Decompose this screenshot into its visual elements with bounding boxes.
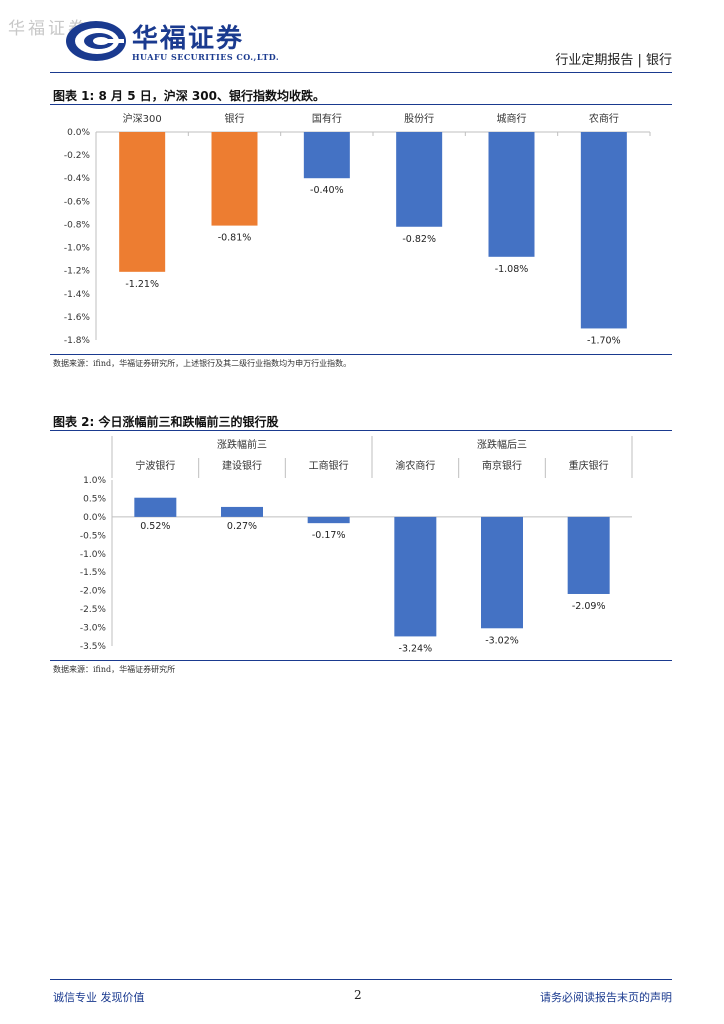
y-tick-label: -0.6% [64, 197, 91, 207]
bar [580, 132, 627, 329]
group-label: 涨跌幅前三 [217, 438, 267, 451]
footer-slogan: 诚信专业 发现价值 [53, 991, 145, 1004]
bar [396, 132, 443, 227]
bar [567, 516, 610, 594]
y-tick-label: -1.5% [80, 568, 107, 578]
figure2-bar-chart: 1.0% 0.5% 0.0% -0.5% -1.0% -1.5% -2.0% -2.5% -3.… [80, 436, 633, 654]
y-tick-label: -1.0% [80, 550, 107, 560]
y-tick-label: 1.0% [83, 476, 106, 486]
y-tick-label: -1.2% [64, 267, 91, 277]
y-tick-label: -0.4% [64, 174, 91, 184]
bar [481, 516, 523, 629]
figure1-source: 数据来源：ifind，华福证券研究所，上述银行及其二级行业指数均为申万行业指数。 [53, 359, 352, 368]
data-label: -3.02% [485, 635, 519, 646]
figure2-source: 数据来源：ifind，华福证券研究所 [53, 665, 176, 674]
figure1-top-rule [50, 104, 672, 105]
logo-english-name: HUAFU SECURITIES CO.,LTD. [132, 52, 280, 62]
y-tick-label: -3.5% [80, 642, 107, 652]
y-tick-label: -0.2% [64, 151, 91, 161]
footer-disclaimer: 请务必阅读报告末页的声明 [540, 991, 672, 1004]
category-label: 宁波银行 [135, 459, 175, 472]
data-label: -1.08% [495, 264, 529, 275]
category-label: 沪深300 [123, 112, 162, 125]
data-label: -0.17% [312, 530, 346, 541]
category-label: 城商行 [497, 112, 527, 125]
y-tick-label: -1.8% [64, 336, 91, 346]
y-tick-label: -1.6% [64, 313, 91, 323]
logo-chinese-name: 华福证券 [132, 24, 245, 54]
data-label: -2.09% [572, 601, 606, 612]
category-label: 重庆银行 [569, 459, 609, 472]
category-label: 南京银行 [482, 459, 522, 472]
y-tick-label: -0.5% [80, 531, 107, 541]
data-label: 0.27% [227, 521, 257, 532]
data-label: -0.81% [218, 233, 252, 244]
bar [303, 132, 350, 179]
huafu-logo-icon [66, 21, 126, 61]
footer-divider [50, 979, 672, 980]
y-tick-label: 0.0% [67, 128, 90, 138]
figure2-top-rule [50, 430, 672, 431]
bar [488, 132, 535, 257]
category-label: 国有行 [312, 112, 342, 125]
header-divider [50, 72, 672, 73]
category-label: 银行 [225, 112, 245, 125]
watermark-text: 华福证券 [8, 19, 88, 39]
category-label: 建设银行 [222, 459, 262, 472]
category-label: 渝农商行 [395, 459, 435, 472]
group-label: 涨跌幅后三 [477, 438, 527, 451]
category-label: 股份行 [404, 112, 434, 125]
y-tick-label: 0.5% [83, 494, 106, 504]
bar [134, 497, 177, 517]
data-label: -3.24% [399, 643, 433, 654]
figure1-title: 图表 1: 8 月 5 日，沪深 300、银行指数均收跌。 [53, 89, 325, 103]
report-type-label: 行业定期报告 | 银行 [555, 53, 672, 68]
y-tick-label: -2.5% [80, 605, 107, 615]
data-label: -0.40% [310, 185, 344, 196]
bar [307, 516, 350, 524]
category-label: 工商银行 [309, 459, 349, 472]
bar [394, 516, 437, 637]
y-tick-label: -1.4% [64, 290, 91, 300]
category-label: 农商行 [589, 112, 619, 125]
figure1-bottom-rule [50, 354, 672, 355]
data-label: -1.21% [125, 279, 159, 290]
y-tick-label: -2.0% [80, 587, 107, 597]
data-label: -1.70% [587, 335, 621, 346]
bar [211, 132, 258, 226]
bar [119, 132, 166, 272]
y-tick-label: 0.0% [83, 513, 106, 523]
y-tick-label: -1.0% [64, 244, 91, 254]
bar [221, 506, 263, 517]
figure2-title: 图表 2: 今日涨幅前三和跌幅前三的银行股 [53, 415, 279, 429]
y-tick-label: -0.8% [64, 220, 91, 230]
y-tick-label: -3.0% [80, 624, 107, 634]
data-label: -0.82% [402, 234, 436, 245]
page-number: 2 [354, 988, 362, 1002]
figure2-bottom-rule [50, 660, 672, 661]
data-label: 0.52% [140, 521, 170, 532]
figure1-bar-chart: 0.0% -0.2% -0.4% -0.6% -0.8% -1.0% -1.2% -1.4% -… [64, 112, 651, 346]
